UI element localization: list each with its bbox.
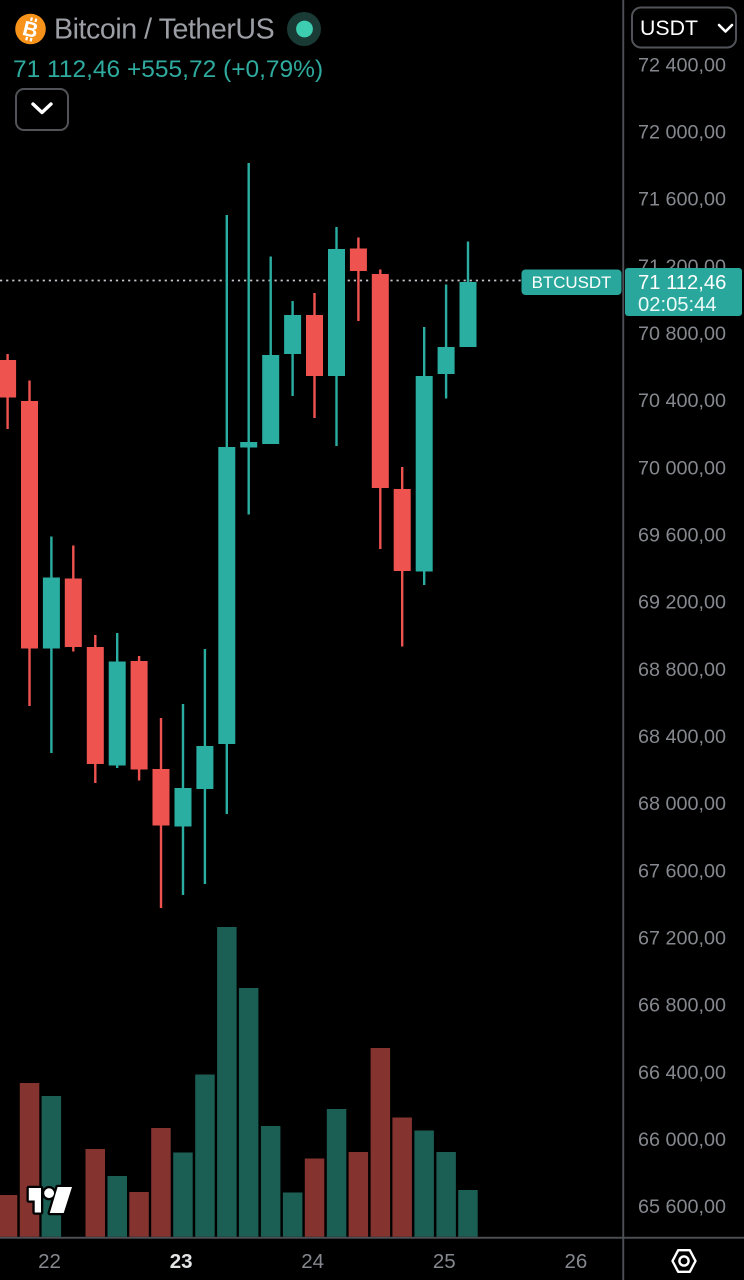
svg-text:65 600,00: 65 600,00	[638, 1196, 726, 1218]
svg-text:25: 25	[433, 1250, 456, 1273]
svg-text:72 000,00: 72 000,00	[638, 122, 726, 144]
svg-text:02:05:44: 02:05:44	[638, 294, 717, 316]
svg-text:67 200,00: 67 200,00	[638, 928, 726, 950]
svg-text:22: 22	[38, 1250, 61, 1273]
svg-text:66 000,00: 66 000,00	[638, 1129, 726, 1151]
svg-text:67 600,00: 67 600,00	[638, 860, 726, 882]
svg-text:68 000,00: 68 000,00	[638, 793, 726, 815]
svg-text:66 400,00: 66 400,00	[638, 1062, 726, 1084]
svg-text:USDT: USDT	[640, 16, 698, 40]
svg-text:66 800,00: 66 800,00	[638, 995, 726, 1017]
svg-text:23: 23	[170, 1250, 193, 1273]
svg-text:72 400,00: 72 400,00	[638, 54, 726, 76]
svg-text:26: 26	[564, 1250, 587, 1273]
svg-text:70 800,00: 70 800,00	[638, 323, 726, 345]
svg-text:70 000,00: 70 000,00	[638, 457, 726, 479]
svg-text:69 600,00: 69 600,00	[638, 525, 726, 547]
svg-text:24: 24	[301, 1250, 324, 1273]
svg-text:68 800,00: 68 800,00	[638, 659, 726, 681]
svg-text:70 400,00: 70 400,00	[638, 390, 726, 412]
svg-text:BTCUSDT: BTCUSDT	[532, 273, 612, 292]
svg-text:71 600,00: 71 600,00	[638, 189, 726, 211]
svg-text:71 112,46 +555,72 (+0,79%): 71 112,46 +555,72 (+0,79%)	[13, 56, 323, 83]
svg-text:B: B	[20, 17, 40, 43]
svg-text:Bitcoin / TetherUS: Bitcoin / TetherUS	[54, 14, 274, 46]
svg-text:71 112,46: 71 112,46	[638, 272, 726, 294]
svg-text:68 400,00: 68 400,00	[638, 726, 726, 748]
svg-text:69 200,00: 69 200,00	[638, 592, 726, 614]
